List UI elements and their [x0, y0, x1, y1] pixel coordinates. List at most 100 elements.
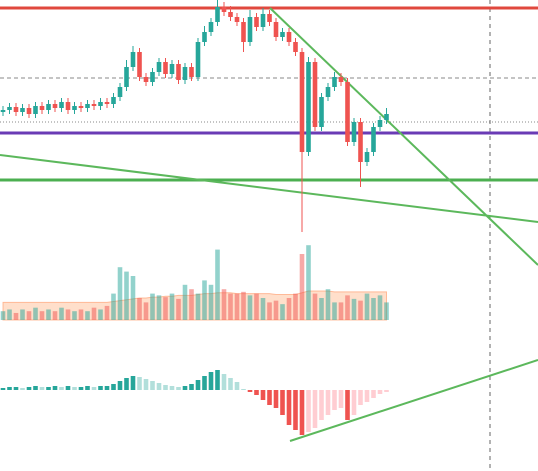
histogram-bar [312, 390, 318, 428]
candle-body [143, 77, 149, 82]
histogram-bar [260, 390, 266, 400]
histogram-bar [267, 390, 272, 405]
volume-bar [241, 291, 246, 320]
volume-bar [332, 302, 337, 320]
histogram-bar [7, 387, 12, 390]
histogram-bar [208, 372, 214, 390]
candle-body [46, 104, 51, 110]
volume-bar [0, 311, 6, 320]
volume-bar [156, 295, 162, 320]
volume-bar [137, 298, 142, 320]
candle-body [228, 12, 233, 17]
candle-body [7, 107, 12, 110]
candle-body [150, 72, 155, 82]
histogram-bar [13, 387, 19, 390]
volume-bar [202, 280, 207, 320]
histogram-bar [221, 374, 227, 390]
volume-bar [13, 312, 19, 320]
candle-body [319, 97, 324, 127]
candle-body [247, 17, 253, 42]
candle-body [124, 67, 129, 87]
candle-body [260, 14, 266, 27]
volume-bar [312, 293, 318, 320]
candle-body [85, 104, 90, 108]
candle-body [104, 102, 110, 104]
candle-body [195, 42, 201, 77]
volume-bar [7, 309, 12, 320]
volume-bar [338, 302, 344, 320]
histogram-bar [319, 390, 324, 420]
histogram-bar [85, 386, 90, 390]
volume-bar [345, 295, 350, 320]
candle-body [234, 17, 240, 22]
candle-body [241, 22, 246, 42]
candle-body [0, 110, 6, 112]
candle-body [299, 52, 305, 152]
histogram-bar [195, 380, 201, 390]
histogram-bar [117, 381, 123, 390]
volume-bar [364, 293, 370, 320]
volume-bar [124, 271, 129, 320]
histogram-bar [104, 386, 110, 390]
volume-bar [52, 311, 58, 320]
volume-bar [358, 300, 363, 320]
candle-body [189, 67, 194, 77]
histogram-bar [124, 378, 129, 390]
volume-bar [163, 297, 168, 320]
candle-body [39, 106, 45, 110]
histogram-bar [358, 390, 363, 405]
histogram-bar [26, 387, 32, 390]
volume-bar [46, 309, 51, 320]
histogram-bar [306, 390, 311, 432]
volume-bar [371, 298, 376, 320]
volume-bar [91, 307, 97, 320]
histogram-bar [72, 387, 77, 390]
candle-body [52, 104, 58, 108]
candle-body [364, 152, 370, 162]
volume-bar [39, 311, 45, 320]
histogram-bar [20, 388, 25, 390]
volume-bar [273, 300, 279, 320]
candle-body [13, 107, 19, 112]
candle-body [312, 62, 318, 127]
histogram-bar [189, 384, 194, 390]
candle-body [59, 102, 64, 108]
candle-body [98, 102, 103, 106]
volume-bar [267, 302, 272, 320]
candle-body [137, 52, 142, 77]
histogram-bar [182, 386, 188, 390]
volume-bar [260, 298, 266, 320]
histogram-bar [46, 387, 51, 390]
volume-bar [293, 293, 298, 320]
histogram-bar [143, 379, 149, 390]
volume-bar [280, 304, 285, 320]
candle-body [163, 62, 168, 74]
candle-body [273, 22, 279, 37]
candle-body [306, 62, 311, 152]
candle-body [377, 120, 383, 127]
histogram-bar [156, 383, 162, 390]
histogram-bar [39, 387, 45, 390]
histogram-bar [293, 390, 298, 430]
histogram-bar [111, 384, 116, 390]
candle-body [156, 62, 162, 72]
candle-body [20, 108, 25, 112]
candle-body [254, 17, 259, 27]
volume-bar [286, 298, 292, 320]
candle-body [280, 32, 285, 37]
volume-bar [78, 309, 84, 320]
candle-body [72, 106, 77, 110]
histogram-bar [228, 378, 233, 390]
volume-bar [104, 305, 110, 320]
candle-body [33, 106, 38, 114]
volume-bar [195, 293, 201, 320]
candle-body [169, 64, 175, 74]
histogram-bar [137, 377, 142, 390]
histogram-bar [176, 387, 181, 390]
volume-bar [215, 249, 220, 320]
volume-bar [221, 289, 227, 320]
candle-body [111, 97, 116, 104]
histogram-bar [98, 386, 103, 390]
